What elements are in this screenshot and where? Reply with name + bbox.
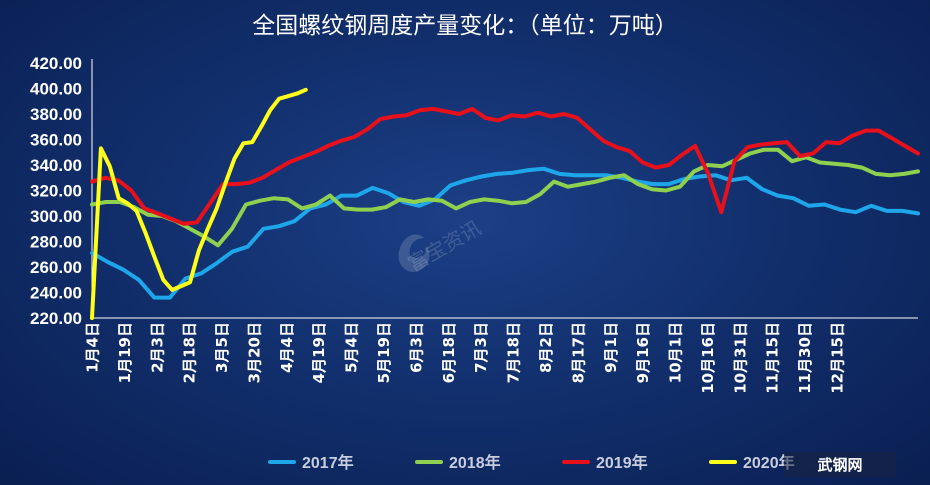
x-tick-label: 2月3日: [148, 322, 166, 373]
y-axis-labels: 420.00 400.00 380.00 360.00 340.00 320.00 300.…: [30, 54, 82, 328]
y-tick-label: 360.00: [30, 131, 82, 150]
y-tick-label: 340.00: [30, 156, 82, 175]
watermark-text: 富宝资讯: [404, 216, 485, 277]
x-tick-label: 10月16日: [699, 322, 717, 394]
y-tick-label: 300.00: [30, 207, 82, 226]
series-line-3: [90, 106, 920, 226]
legend: 2017年 2018年 2019年 2020年: [268, 453, 795, 472]
x-tick-label: 10月31日: [731, 322, 749, 394]
watermark-logo-icon: [398, 234, 430, 272]
plot-area: 420.00 400.00 380.00 360.00 340.00 320.00 300.…: [30, 54, 920, 394]
x-tick-label: 7月18日: [505, 322, 523, 383]
y-tick-label: 320.00: [30, 182, 82, 201]
x-tick-label: 8月17日: [569, 322, 587, 383]
x-tick-label: 5月19日: [375, 322, 393, 383]
y-tick-label: 400.00: [30, 80, 82, 99]
x-tick-label: 9月16日: [634, 322, 652, 383]
x-tick-label: 2月18日: [181, 322, 199, 383]
series-lines: [90, 87, 920, 320]
x-tick-label: 8月2日: [537, 322, 555, 373]
y-tick-label: 240.00: [30, 284, 82, 303]
y-tick-label: 260.00: [30, 258, 82, 277]
x-tick-label: 3月20日: [245, 322, 263, 383]
x-tick-label: 6月3日: [407, 322, 425, 373]
y-tick-label: 420.00: [30, 54, 82, 73]
logo-text: 武钢网: [817, 456, 862, 474]
legend-label: 2018年: [449, 453, 501, 472]
x-tick-label: 5月4日: [343, 322, 361, 373]
x-tick-label: 9月1日: [602, 322, 620, 373]
x-tick-label: 11月30日: [796, 322, 814, 394]
axes: [91, 59, 918, 319]
watermark: 富宝资讯: [398, 216, 485, 277]
legend-label: 2017年: [302, 453, 354, 472]
series-line-4: [90, 87, 308, 320]
logo-background: [784, 452, 896, 477]
x-tick-label: 3月5日: [213, 322, 231, 373]
x-tick-label: 10月1日: [667, 322, 685, 383]
x-tick-label: 12月15日: [829, 322, 847, 394]
series-line-1: [90, 166, 920, 300]
x-tick-label: 4月19日: [310, 322, 328, 383]
chart-title: 全国螺纹钢周度产量变化：（单位：万吨）: [252, 13, 678, 39]
site-logo: 武钢网: [784, 452, 896, 477]
x-tick-label: 7月3日: [472, 322, 490, 373]
x-tick-label: 6月18日: [440, 322, 458, 383]
x-tick-label: 4月4日: [278, 322, 296, 373]
x-tick-label: 11月15日: [764, 322, 782, 394]
legend-label: 2020年: [743, 453, 795, 472]
series-line-2: [90, 147, 920, 248]
x-axis-labels: 1月4日 1月19日 2月3日 2月18日 3月5日 3月20日 4月4日 4月19日 5月4日…: [84, 322, 847, 394]
y-tick-label: 280.00: [30, 233, 82, 252]
y-tick-label: 380.00: [30, 105, 82, 124]
y-tick-label: 220.00: [30, 309, 82, 328]
x-tick-label: 1月4日: [84, 322, 102, 373]
x-tick-label: 1月19日: [116, 322, 134, 383]
legend-label: 2019年: [596, 453, 648, 472]
